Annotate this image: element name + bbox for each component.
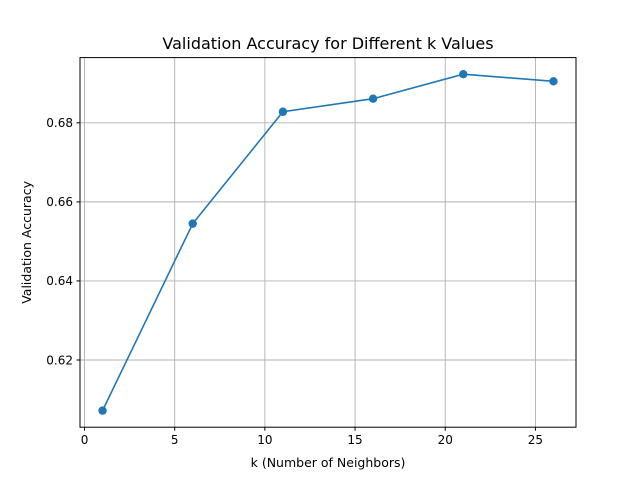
data-point (549, 77, 558, 86)
series-line (101, 73, 554, 411)
tick-layer: 0 5 10 15 20 25 0.62 0.64 0.66 0.68 (46, 116, 543, 447)
y-tick-label: 0.68 (46, 116, 73, 130)
data-point (98, 406, 107, 415)
x-tick-label: 0 (81, 433, 89, 447)
chart-title: Validation Accuracy for Different k Valu… (162, 34, 493, 53)
data-point (368, 94, 378, 103)
data-point (188, 219, 197, 228)
y-axis-label: Validation Accuracy (19, 180, 34, 303)
grid-layer (80, 57, 576, 428)
x-axis-label: k (Number of Neighbors) (251, 455, 406, 470)
x-tick-label: 15 (347, 433, 362, 447)
y-tick-label: 0.62 (46, 353, 73, 367)
x-tick-label: 25 (528, 433, 543, 447)
series-layer (98, 70, 558, 415)
y-tick-label: 0.64 (46, 274, 73, 288)
data-point (278, 107, 288, 116)
x-tick-label: 5 (171, 433, 179, 447)
data-point (459, 70, 468, 79)
y-tick-label: 0.66 (46, 195, 73, 209)
plot-frame (79, 57, 577, 428)
x-tick-label: 20 (438, 433, 453, 447)
x-tick-label: 10 (257, 433, 272, 447)
